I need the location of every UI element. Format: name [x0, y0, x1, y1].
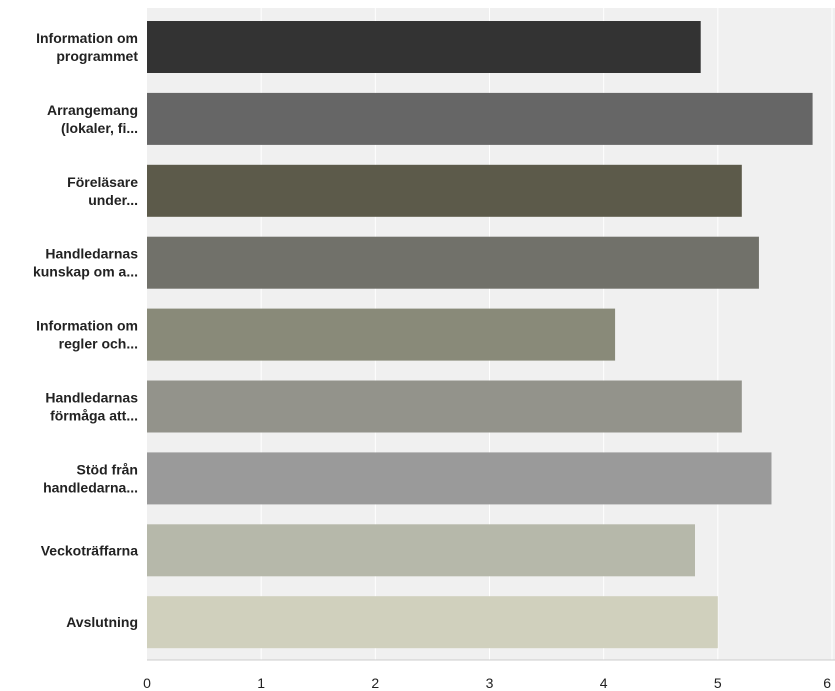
x-tick-labels: 0 1 2 3 4 5 6 — [143, 675, 831, 691]
bar — [147, 380, 742, 433]
category-label: (lokaler, fi... — [61, 120, 138, 136]
bars — [147, 21, 813, 649]
bar — [147, 164, 742, 217]
bar — [147, 452, 772, 505]
category-label: Veckoträffarna — [41, 542, 138, 558]
category-label: Handledarnas — [45, 390, 138, 406]
x-tick-label: 2 — [371, 675, 379, 691]
bar — [147, 524, 695, 577]
x-tick-label: 6 — [823, 675, 831, 691]
bar — [147, 596, 718, 649]
category-label: Stöd från — [77, 461, 138, 477]
x-tick-label: 0 — [143, 675, 151, 691]
category-label: förmåga att... — [50, 408, 138, 424]
category-label: Handledarnas — [45, 246, 138, 262]
bar — [147, 21, 701, 73]
category-label: Arrangemang — [47, 102, 138, 118]
bar — [147, 308, 616, 361]
bar — [147, 92, 813, 145]
category-label: programmet — [56, 48, 138, 64]
category-label: under... — [88, 192, 138, 208]
category-labels: Information om programmet Arrangemang (loka… — [33, 30, 138, 630]
category-label: Information om — [36, 318, 138, 334]
x-tick-label: 4 — [600, 675, 608, 691]
x-tick-label: 3 — [486, 675, 494, 691]
category-label: kunskap om a... — [33, 264, 138, 280]
bar — [147, 236, 759, 289]
category-label: Avslutning — [66, 614, 138, 630]
category-label: regler och... — [59, 336, 138, 352]
category-label: Föreläsare — [67, 174, 138, 190]
x-tick-label: 5 — [714, 675, 722, 691]
category-label: Information om — [36, 30, 138, 46]
category-label: handledarna... — [43, 479, 138, 495]
x-tick-label: 1 — [257, 675, 265, 691]
